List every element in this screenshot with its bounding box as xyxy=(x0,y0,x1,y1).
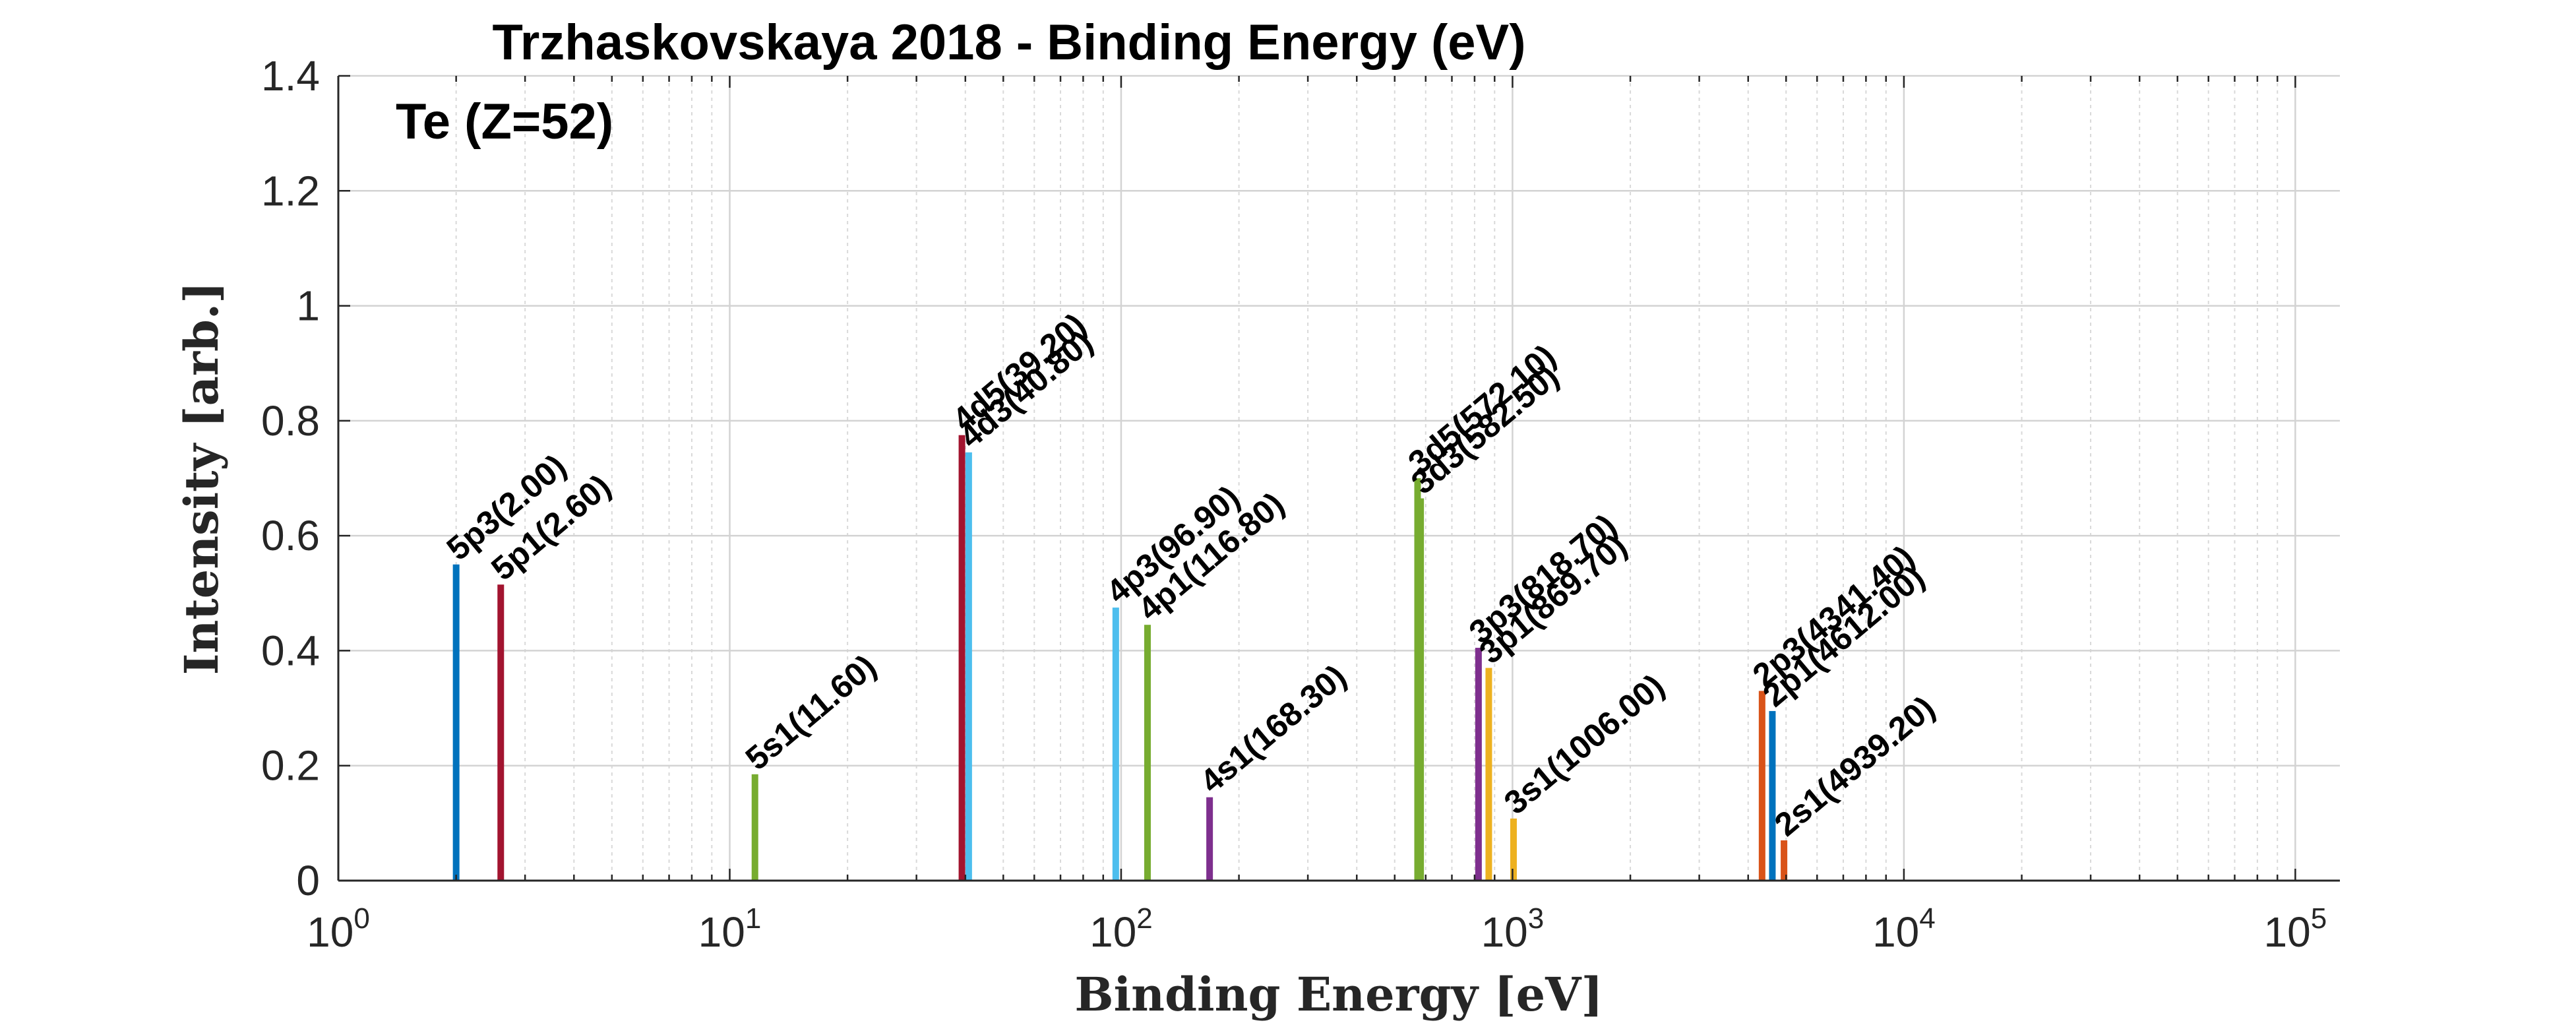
axes xyxy=(337,75,2340,882)
bar xyxy=(1144,625,1151,881)
y-tick-label: 0.6 xyxy=(261,512,320,559)
y-tick-label: 0.8 xyxy=(261,397,320,445)
bar xyxy=(1206,797,1213,881)
bar xyxy=(497,584,505,881)
bar xyxy=(958,435,966,881)
x-tick-label: 102 xyxy=(1089,902,1153,956)
y-tick-label: 0 xyxy=(296,857,320,904)
y-tick-label: 0.2 xyxy=(261,742,320,790)
x-axis-label: Binding Energy [eV] xyxy=(1074,967,1603,1022)
x-tick-labels: 100 101 102 103 104 105 xyxy=(307,902,2327,956)
plot-background xyxy=(338,76,2340,881)
bars xyxy=(452,435,1788,881)
bar xyxy=(1417,498,1425,881)
y-tick-label: 1 xyxy=(296,282,320,330)
bar xyxy=(1112,608,1119,881)
y-tick-label: 1.4 xyxy=(261,52,320,100)
element-annotation: Te (Z=52) xyxy=(396,94,613,150)
bar xyxy=(1758,691,1765,881)
x-tick-label: 105 xyxy=(2264,902,2327,956)
bar xyxy=(751,774,758,881)
x-tick-label: 100 xyxy=(307,902,370,956)
x-tick-label: 104 xyxy=(1872,902,1936,956)
bar xyxy=(1475,648,1482,881)
x-tick-label: 101 xyxy=(698,902,762,956)
bar xyxy=(965,452,972,881)
bar xyxy=(1485,668,1492,881)
bar xyxy=(1510,818,1517,881)
chart-title: Trzhaskovskaya 2018 - Binding Energy (eV… xyxy=(492,15,1525,71)
y-axis-label: Intensity [arb.] xyxy=(174,282,229,675)
minor-grid xyxy=(455,76,2279,881)
bar xyxy=(1769,710,1776,881)
bar xyxy=(452,564,460,881)
y-tick-label: 0.4 xyxy=(261,627,320,674)
x-tick-label: 103 xyxy=(1481,902,1545,956)
y-tick-labels: 0 0.2 0.4 0.6 0.8 1 1.2 1.4 xyxy=(261,52,320,904)
y-tick-label: 1.2 xyxy=(261,167,320,214)
bar xyxy=(1781,840,1788,881)
